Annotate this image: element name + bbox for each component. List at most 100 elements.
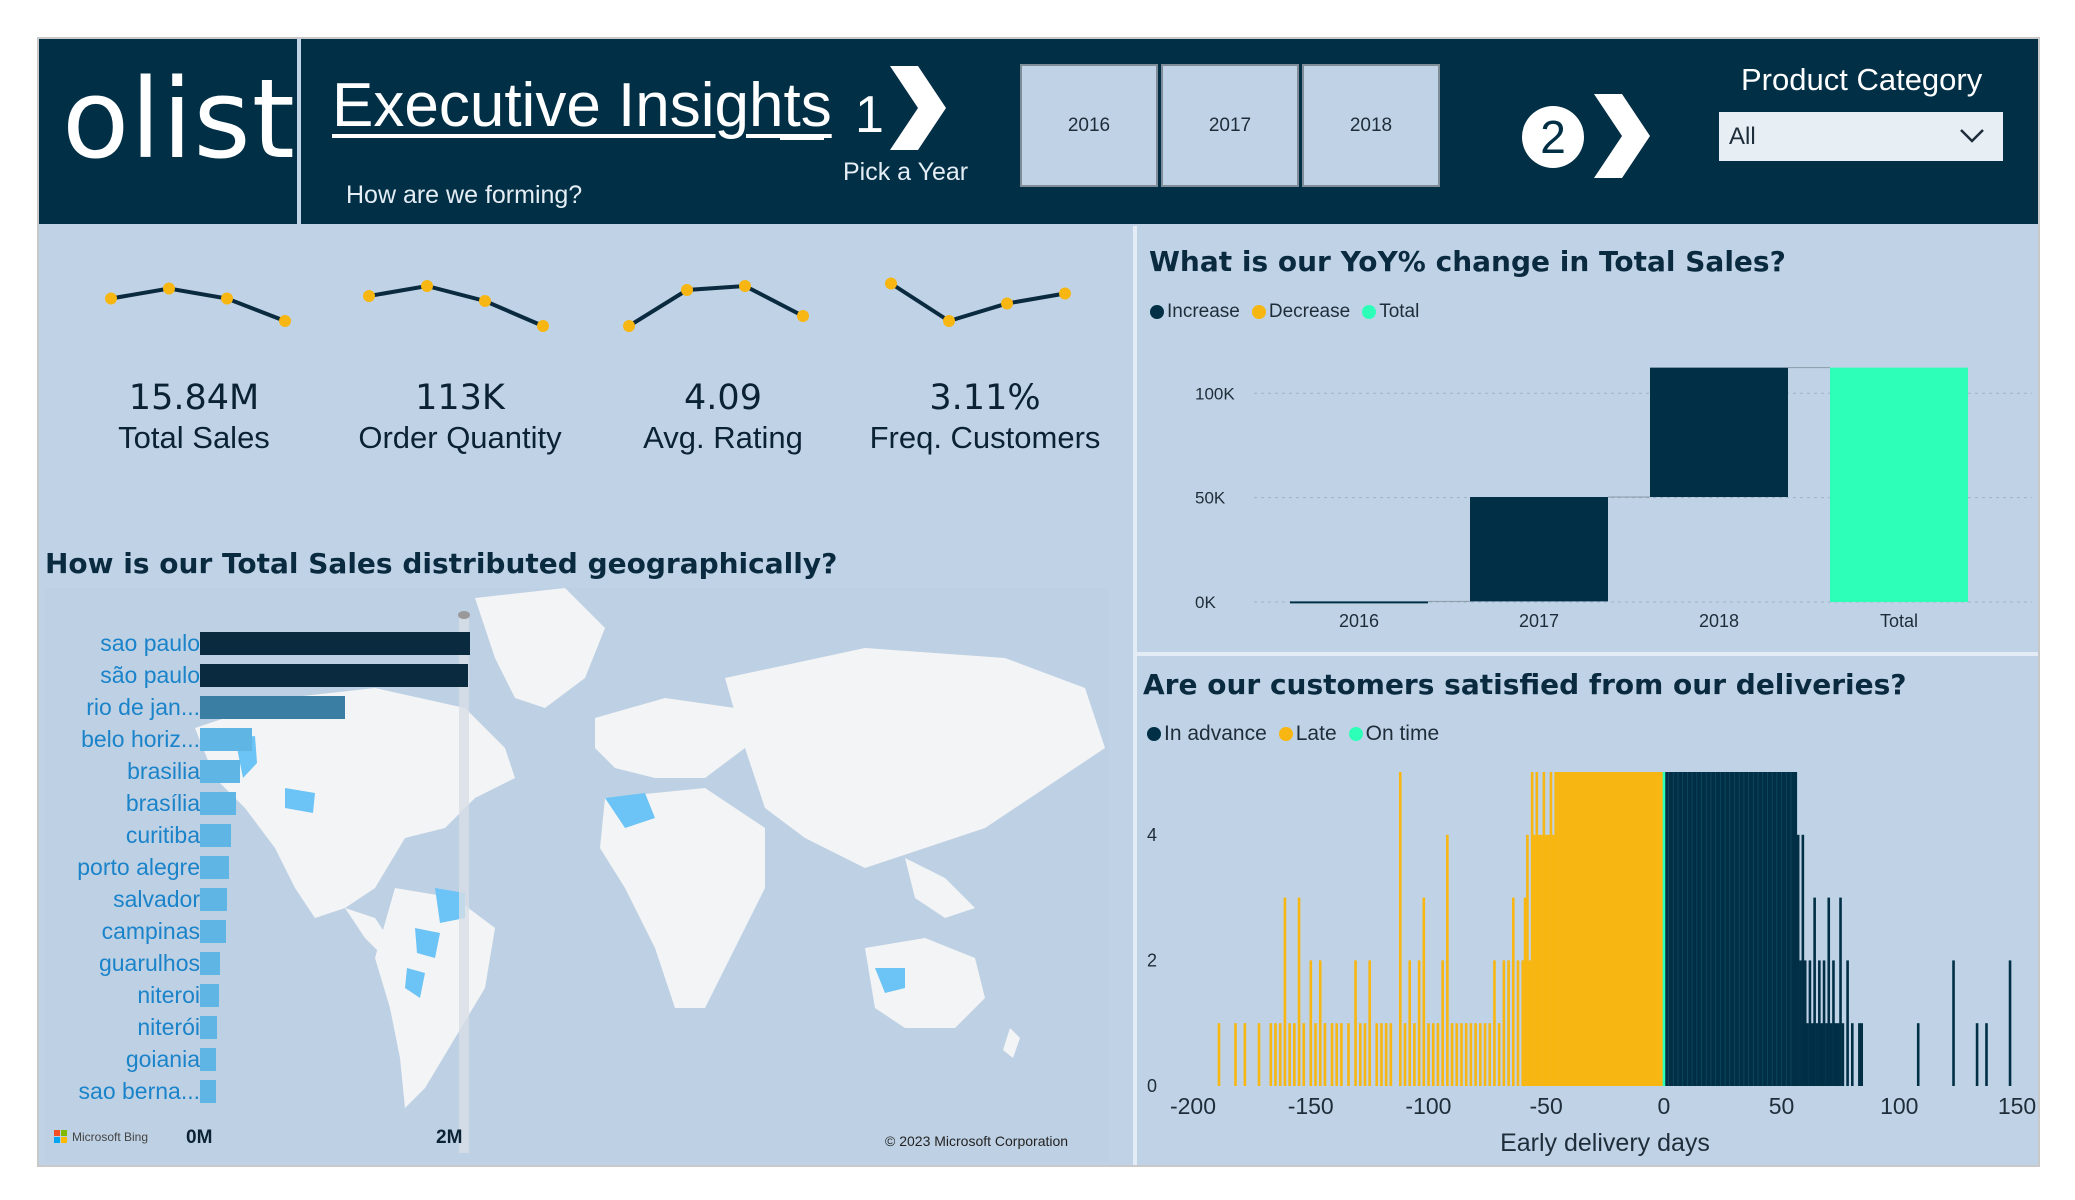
late-delivery-bar[interactable] bbox=[1340, 1023, 1343, 1086]
late-delivery-bar[interactable] bbox=[1323, 1023, 1327, 1086]
in-advance-bar[interactable] bbox=[1796, 834, 1800, 1086]
yoy-waterfall-chart[interactable]: 0K 50K 100K 2016 2017 2018 Total bbox=[1137, 340, 2037, 640]
city-sales-bar[interactable] bbox=[200, 760, 240, 783]
in-advance-bar[interactable] bbox=[1952, 960, 1955, 1086]
legend-item-increase[interactable]: Increase bbox=[1150, 301, 1240, 323]
city-sales-bar[interactable] bbox=[200, 1048, 217, 1071]
in-advance-bar[interactable] bbox=[1806, 1023, 1809, 1086]
waterfall-bar[interactable] bbox=[1650, 367, 1788, 498]
late-delivery-bar[interactable] bbox=[1540, 834, 1543, 1086]
late-delivery-bar[interactable] bbox=[1547, 834, 1550, 1086]
late-delivery-bar[interactable] bbox=[1398, 772, 1402, 1086]
late-delivery-bar[interactable] bbox=[1257, 1023, 1261, 1086]
in-advance-bar[interactable] bbox=[1808, 960, 1812, 1086]
in-advance-bar[interactable] bbox=[1841, 1023, 1845, 1086]
late-delivery-bar[interactable] bbox=[1552, 834, 1555, 1086]
in-advance-bar[interactable] bbox=[1820, 1023, 1823, 1086]
in-advance-bar[interactable] bbox=[1985, 1023, 1988, 1086]
city-sales-bar[interactable] bbox=[200, 728, 253, 751]
late-delivery-bar[interactable] bbox=[1533, 834, 1536, 1086]
late-delivery-bar[interactable] bbox=[1474, 1023, 1477, 1086]
late-delivery-bar[interactable] bbox=[1330, 1023, 1334, 1086]
in-advance-bar[interactable] bbox=[1832, 960, 1835, 1086]
late-delivery-bar[interactable] bbox=[1384, 1023, 1388, 1086]
in-advance-bar[interactable] bbox=[1810, 1023, 1814, 1086]
in-advance-bar-dense[interactable] bbox=[1666, 772, 1796, 1086]
legend-item-on-time[interactable]: On time bbox=[1348, 722, 1439, 746]
late-delivery-bar[interactable] bbox=[1274, 1023, 1277, 1086]
late-delivery-bar[interactable] bbox=[1427, 1023, 1430, 1086]
in-advance-bar[interactable] bbox=[1801, 834, 1805, 1086]
in-advance-bar[interactable] bbox=[1799, 960, 1802, 1086]
late-delivery-bar[interactable] bbox=[1446, 834, 1449, 1086]
late-delivery-bar[interactable] bbox=[1283, 897, 1287, 1086]
late-delivery-bar[interactable] bbox=[1278, 1023, 1282, 1086]
city-sales-bar[interactable] bbox=[200, 1016, 218, 1039]
city-sales-bar[interactable] bbox=[200, 824, 231, 847]
in-advance-bar[interactable] bbox=[1836, 1023, 1840, 1086]
city-sales-bar[interactable] bbox=[200, 664, 468, 687]
late-delivery-bar[interactable] bbox=[1314, 1023, 1317, 1086]
late-delivery-bar[interactable] bbox=[1363, 1023, 1367, 1086]
late-delivery-bar[interactable] bbox=[1537, 834, 1541, 1086]
late-delivery-bar[interactable] bbox=[1544, 834, 1548, 1086]
waterfall-total-bar[interactable] bbox=[1830, 367, 1968, 602]
year-button-2017[interactable]: 2017 bbox=[1161, 64, 1299, 187]
late-delivery-bar[interactable] bbox=[1234, 1023, 1237, 1086]
late-delivery-bar[interactable] bbox=[1413, 1023, 1416, 1086]
late-delivery-bar[interactable] bbox=[1368, 960, 1371, 1086]
waterfall-bar[interactable] bbox=[1290, 601, 1428, 604]
late-delivery-bar[interactable] bbox=[1354, 960, 1357, 1086]
late-delivery-bar[interactable] bbox=[1431, 1023, 1435, 1086]
city-sales-bar[interactable] bbox=[200, 952, 220, 975]
late-delivery-bar[interactable] bbox=[1488, 1023, 1492, 1086]
late-delivery-bar[interactable] bbox=[1464, 1023, 1468, 1086]
late-delivery-bar[interactable] bbox=[1526, 834, 1529, 1086]
late-delivery-bar[interactable] bbox=[1479, 1023, 1482, 1086]
late-delivery-bar[interactable] bbox=[1441, 960, 1444, 1086]
late-delivery-bar[interactable] bbox=[1403, 1023, 1407, 1086]
late-delivery-bar[interactable] bbox=[1455, 1023, 1459, 1086]
late-delivery-bar[interactable] bbox=[1528, 960, 1532, 1086]
sales-map[interactable]: sao paulo são paulo rio de jan... belo hori… bbox=[45, 588, 1109, 1162]
in-advance-bar[interactable] bbox=[1858, 1023, 1861, 1086]
in-advance-bar[interactable] bbox=[1815, 1023, 1819, 1086]
late-delivery-bar[interactable] bbox=[1293, 1023, 1296, 1086]
legend-item-total[interactable]: Total bbox=[1362, 301, 1419, 323]
in-advance-bar[interactable] bbox=[1827, 897, 1831, 1086]
late-delivery-bar[interactable] bbox=[1521, 960, 1524, 1086]
city-sales-bar[interactable] bbox=[200, 920, 227, 943]
late-delivery-bar[interactable] bbox=[1497, 1023, 1501, 1086]
in-advance-bar[interactable] bbox=[1846, 960, 1849, 1086]
late-delivery-bar[interactable] bbox=[1493, 960, 1496, 1086]
in-advance-bar[interactable] bbox=[1818, 960, 1821, 1086]
delivery-histogram-chart[interactable]: 0 2 4 -200 -150 -100 -50 0 50 100 150 Early deliver… bbox=[1137, 758, 2037, 1166]
late-delivery-bar[interactable] bbox=[1269, 1023, 1273, 1086]
in-advance-bar[interactable] bbox=[1813, 897, 1816, 1086]
late-delivery-bar[interactable] bbox=[1502, 960, 1506, 1086]
late-delivery-bar[interactable] bbox=[1460, 1023, 1463, 1086]
late-delivery-bar[interactable] bbox=[1450, 1023, 1454, 1086]
city-sales-bar[interactable] bbox=[200, 984, 219, 1007]
late-delivery-bar[interactable] bbox=[1516, 960, 1520, 1086]
late-delivery-bar[interactable] bbox=[1302, 1023, 1306, 1086]
late-delivery-bar[interactable] bbox=[1483, 1023, 1487, 1086]
late-delivery-bar[interactable] bbox=[1243, 1023, 1247, 1086]
in-advance-bar[interactable] bbox=[1822, 960, 1826, 1086]
on-time-bar[interactable] bbox=[1662, 772, 1666, 1086]
in-advance-bar[interactable] bbox=[1851, 1023, 1854, 1086]
late-delivery-bar[interactable] bbox=[1535, 772, 1539, 1086]
late-delivery-bar[interactable] bbox=[1358, 1023, 1362, 1086]
city-sales-bar[interactable] bbox=[200, 856, 229, 879]
city-sales-bar[interactable] bbox=[200, 696, 346, 719]
city-sales-bar[interactable] bbox=[200, 792, 236, 815]
legend-item-in-advance[interactable]: In advance bbox=[1147, 722, 1267, 746]
city-sales-bar[interactable] bbox=[200, 632, 471, 655]
late-delivery-bar[interactable] bbox=[1556, 772, 1560, 1086]
late-delivery-bar[interactable] bbox=[1389, 1023, 1393, 1086]
in-advance-bar[interactable] bbox=[1975, 1023, 1979, 1086]
in-advance-bar[interactable] bbox=[1916, 1023, 1920, 1086]
year-button-2018[interactable]: 2018 bbox=[1302, 64, 1440, 187]
late-delivery-bar[interactable] bbox=[1335, 1023, 1339, 1086]
legend-item-decrease[interactable]: Decrease bbox=[1251, 301, 1350, 323]
